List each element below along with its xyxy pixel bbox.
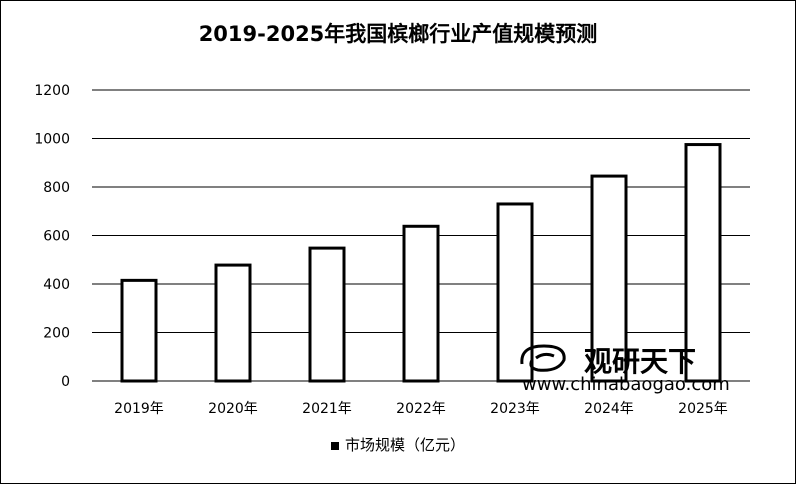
x-tick-label: 2024年 — [584, 401, 634, 417]
legend: 市场规模（亿元） — [0, 434, 796, 455]
bar — [308, 246, 346, 383]
x-tick-label: 2025年 — [678, 401, 728, 417]
y-tick-label: 600 — [43, 229, 70, 245]
chart-title: 2019-2025年我国槟榔行业产值规模预测 — [198, 22, 598, 46]
x-tick-label: 2023年 — [490, 401, 540, 417]
watermark-url: www.chinabaogao.com — [522, 374, 730, 395]
x-tick-label: 2020年 — [208, 401, 258, 417]
x-tick-label: 2021年 — [302, 401, 352, 417]
y-tick-label: 1000 — [34, 132, 70, 148]
bar — [590, 174, 628, 383]
x-axis-labels: 2019年 2020年 2021年 2022年 2023年 2024年 2025年 — [114, 401, 728, 417]
y-tick-label: 0 — [61, 374, 70, 390]
y-tick-label: 200 — [43, 326, 70, 342]
bar — [402, 224, 440, 383]
x-tick-label: 2022年 — [396, 401, 446, 417]
y-tick-label: 1200 — [34, 83, 70, 99]
bar — [214, 263, 252, 383]
bar — [684, 143, 722, 383]
bar — [120, 278, 158, 383]
y-axis-ticks: 0 200 400 600 800 1000 1200 — [34, 83, 70, 390]
watermark-icon — [520, 344, 566, 372]
legend-label: 市场规模（亿元） — [344, 436, 465, 454]
x-tick-label: 2019年 — [114, 401, 164, 417]
y-tick-label: 800 — [43, 180, 70, 196]
y-tick-label: 400 — [43, 277, 70, 293]
watermark-logo: 观研天下 www.chinabaogao.com — [514, 338, 734, 398]
legend-swatch — [330, 441, 339, 450]
gridlines — [92, 89, 750, 333]
watermark-brand: 观研天下 — [584, 345, 697, 378]
